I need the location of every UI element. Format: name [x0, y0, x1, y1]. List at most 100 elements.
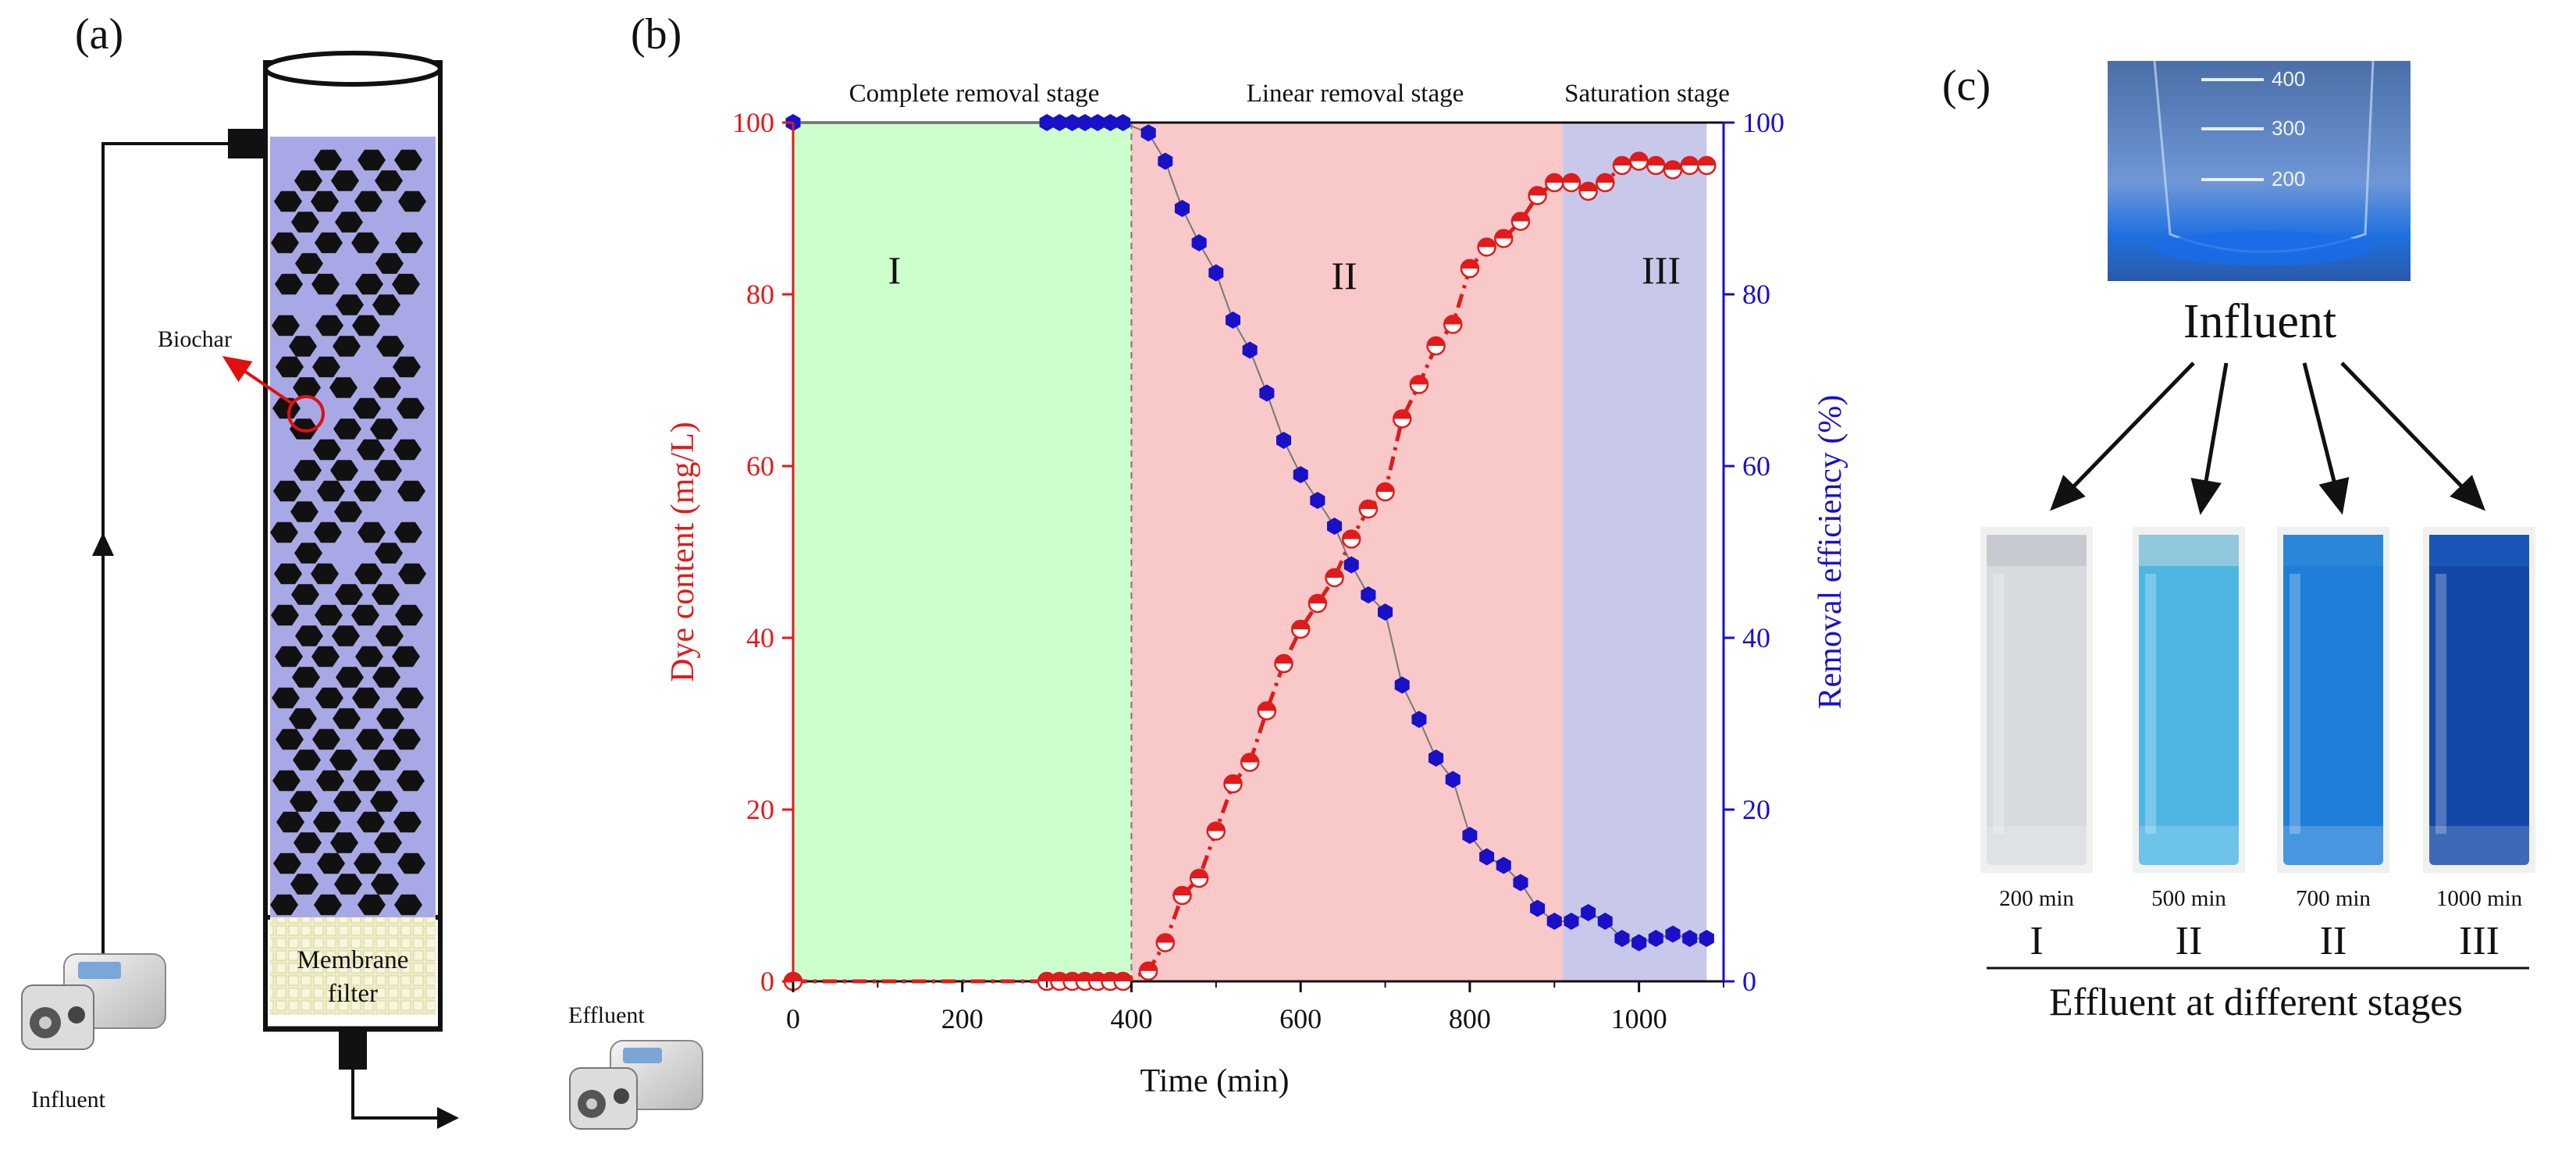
biochar-particle	[270, 894, 298, 916]
biochar-particle	[294, 832, 322, 853]
removal-efficiency-point	[1665, 925, 1681, 943]
biochar-particle	[393, 439, 422, 461]
biochar-particle	[398, 563, 426, 585]
biochar-particle	[375, 625, 404, 646]
biochar-particle	[291, 212, 319, 233]
biochar-particle	[271, 604, 299, 626]
stage-name-linear: Linear removal stage	[1247, 80, 1464, 108]
tube-liquid	[2283, 535, 2383, 865]
biochar-particle	[311, 646, 340, 668]
tube-highlight	[2435, 574, 2446, 834]
beaker-tick-300: 300	[2272, 116, 2305, 140]
biochar-particle	[290, 418, 318, 440]
biochar-particle	[290, 791, 318, 812]
biochar-particle	[397, 770, 425, 792]
dye-content-point	[1596, 173, 1615, 193]
biochar-particle	[290, 501, 318, 522]
biochar-particle	[317, 480, 345, 502]
tube-meniscus	[2283, 535, 2383, 566]
biochar-particle	[312, 356, 340, 378]
biochar-particle	[370, 418, 398, 440]
biochar-particle	[276, 728, 304, 750]
dye-content-point	[1646, 155, 1666, 176]
biochar-particle	[291, 584, 319, 605]
biochar-particle	[392, 273, 420, 295]
biochar-particle	[313, 439, 341, 461]
x-tick-label: 600	[1279, 1003, 1322, 1034]
tube-liquid	[2139, 535, 2239, 865]
stage-roman-III: III	[1642, 248, 1681, 292]
dye-content-point	[1172, 885, 1192, 906]
removal-efficiency-point	[1445, 771, 1461, 789]
dye-content-point	[1257, 701, 1277, 721]
biochar-particle	[333, 418, 361, 440]
y-right-tick-label: 20	[1742, 794, 1770, 825]
y-left-tick-label: 60	[746, 450, 774, 482]
beaker-tick-200: 200	[2272, 167, 2305, 190]
biochar-particle	[315, 604, 343, 626]
removal-efficiency-point	[1259, 384, 1275, 402]
dye-content-point	[1308, 593, 1328, 614]
x-tick-label: 0	[786, 1003, 800, 1034]
biochar-particle	[294, 460, 322, 481]
dye-content-point	[1206, 821, 1226, 841]
biochar-particle	[334, 874, 362, 895]
y-left-tick-label: 40	[746, 622, 774, 653]
tube-stage-label: II	[2320, 919, 2347, 963]
biochar-particle	[336, 667, 364, 688]
dye-content-point	[1561, 173, 1582, 193]
y-left-tick-label: 80	[746, 279, 774, 310]
biochar-particle	[353, 397, 381, 419]
biochar-particle	[393, 811, 422, 833]
biochar-particle	[394, 522, 422, 543]
dye-content-point	[1578, 181, 1598, 201]
removal-efficiency-point	[1077, 114, 1093, 131]
tube-base	[1987, 826, 2087, 865]
y-left-tick-label: 0	[760, 966, 774, 997]
y-left-tick-label: 100	[732, 107, 774, 138]
panel-c: (c) 400 300 200 Influent 200 min I 500 min…	[1942, 60, 2535, 1024]
tube-time-label: 700 min	[2296, 886, 2371, 911]
effluent-tube-4: 1000 min III	[2423, 527, 2535, 963]
tube-meniscus	[1987, 535, 2087, 566]
panel-c-label: (c)	[1942, 62, 1991, 110]
biochar-particle	[332, 625, 360, 646]
biochar-particle	[330, 832, 358, 853]
y-right-tick-label: 60	[1742, 450, 1770, 482]
biochar-particle	[373, 749, 401, 771]
biochar-particle	[270, 522, 298, 543]
biochar-particle	[314, 522, 342, 543]
dye-content-point	[1325, 568, 1344, 588]
biochar-particle	[358, 149, 386, 171]
effluent-tube-1: 200 min I	[1980, 527, 2093, 963]
biochar-particle	[375, 543, 403, 564]
biochar-particle	[274, 190, 302, 212]
biochar-particle	[392, 646, 420, 668]
biochar-particle	[356, 728, 384, 750]
biochar-particle	[358, 522, 386, 543]
stage-bands	[793, 123, 1707, 981]
dye-content-point	[1528, 186, 1547, 205]
biochar-particle	[354, 563, 382, 585]
removal-efficiency-point	[1394, 676, 1410, 694]
tube-highlight	[2145, 574, 2156, 834]
biochar-particle	[315, 232, 343, 254]
stage-band-2	[1131, 123, 1564, 981]
influent-tubing	[101, 142, 228, 962]
biochar-particle	[317, 853, 345, 874]
biochar-particle	[334, 501, 362, 522]
dye-content-point	[1545, 173, 1564, 193]
arrow-to-tube-1	[2050, 361, 2195, 511]
biochar-particle	[329, 377, 358, 398]
biochar-particle	[273, 853, 301, 874]
biochar-particle	[394, 894, 422, 916]
removal-efficiency-point	[1581, 904, 1596, 921]
stage-name-saturation: Saturation stage	[1564, 80, 1730, 108]
x-tick-label: 400	[1110, 1003, 1152, 1034]
removal-efficiency-point	[1191, 234, 1207, 251]
removal-efficiency-point	[1361, 586, 1376, 603]
dye-content-point	[1155, 933, 1176, 952]
stage-band-1	[793, 123, 1132, 981]
biochar-particle	[372, 294, 400, 315]
